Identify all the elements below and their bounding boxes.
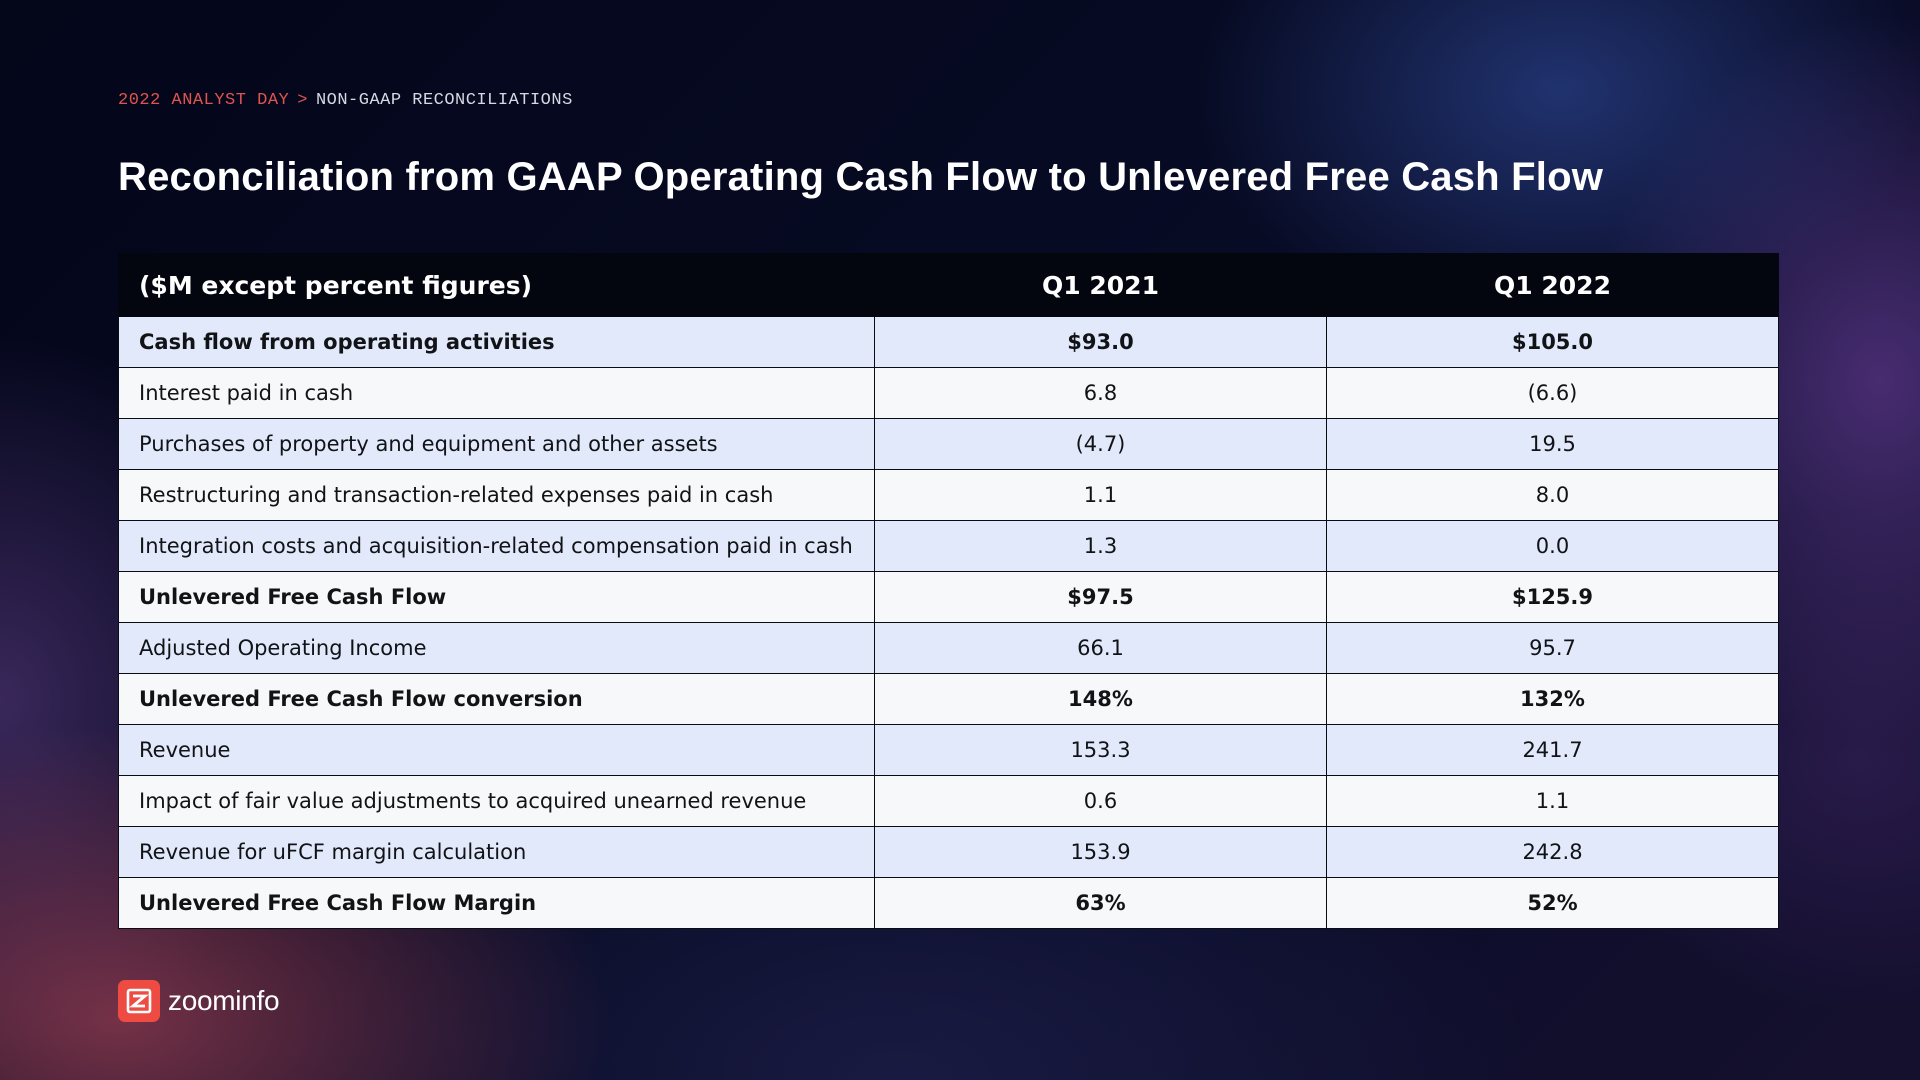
row-label: Cash flow from operating activities: [118, 316, 875, 368]
table-row: Impact of fair value adjustments to acqu…: [118, 775, 1779, 827]
row-label: Integration costs and acquisition-relate…: [118, 520, 875, 572]
row-label: Interest paid in cash: [118, 367, 875, 419]
row-value-q1-2022: 242.8: [1326, 826, 1779, 878]
table-row: Restructuring and transaction-related ex…: [118, 469, 1779, 521]
row-value-q1-2022: 52%: [1326, 877, 1779, 929]
reconciliation-table: ($M except percent figures) Q1 2021 Q1 2…: [118, 253, 1779, 929]
row-value-q1-2022: 132%: [1326, 673, 1779, 725]
table-row: Unlevered Free Cash Flow $97.5 $125.9: [118, 571, 1779, 623]
row-label: Revenue for uFCF margin calculation: [118, 826, 875, 878]
row-value-q1-2021: 1.3: [874, 520, 1327, 572]
logo-wordmark: zoominfo: [168, 985, 280, 1016]
table-header-row: ($M except percent figures) Q1 2021 Q1 2…: [118, 253, 1779, 317]
row-value-q1-2021: (4.7): [874, 418, 1327, 470]
row-label: Purchases of property and equipment and …: [118, 418, 875, 470]
row-value-q1-2021: 153.3: [874, 724, 1327, 776]
row-label: Revenue: [118, 724, 875, 776]
page-title: Reconciliation from GAAP Operating Cash …: [118, 155, 1604, 199]
row-value-q1-2021: 66.1: [874, 622, 1327, 674]
table-row: Revenue for uFCF margin calculation 153.9…: [118, 826, 1779, 878]
row-value-q1-2022: (6.6): [1326, 367, 1779, 419]
column-header-label: ($M except percent figures): [118, 253, 875, 317]
row-value-q1-2021: 153.9: [874, 826, 1327, 878]
column-header-q1-2021: Q1 2021: [874, 253, 1327, 317]
zoominfo-logo: zoominfo: [118, 980, 280, 1022]
row-value-q1-2022: 8.0: [1326, 469, 1779, 521]
row-value-q1-2021: 63%: [874, 877, 1327, 929]
row-value-q1-2021: 6.8: [874, 367, 1327, 419]
table-row: Unlevered Free Cash Flow conversion 148% 1…: [118, 673, 1779, 725]
table-row: Cash flow from operating activities $93.0…: [118, 316, 1779, 368]
row-value-q1-2021: 1.1: [874, 469, 1327, 521]
reconciliation-table-container: ($M except percent figures) Q1 2021 Q1 2…: [118, 253, 1779, 929]
table-row: Unlevered Free Cash Flow Margin 63% 52%: [118, 877, 1779, 929]
breadcrumb: 2022 ANALYST DAY > NON-GAAP RECONCILIATION…: [118, 91, 573, 110]
row-value-q1-2022: 0.0: [1326, 520, 1779, 572]
breadcrumb-separator: >: [297, 91, 308, 110]
row-value-q1-2022: 19.5: [1326, 418, 1779, 470]
column-header-q1-2022: Q1 2022: [1326, 253, 1779, 317]
breadcrumb-page: NON-GAAP RECONCILIATIONS: [315, 91, 573, 110]
table-body: Cash flow from operating activities $93.0…: [118, 316, 1779, 929]
row-value-q1-2021: 0.6: [874, 775, 1327, 827]
row-value-q1-2022: 241.7: [1326, 724, 1779, 776]
row-value-q1-2021: 148%: [874, 673, 1327, 725]
row-label: Adjusted Operating Income: [118, 622, 875, 674]
row-value-q1-2021: $93.0: [874, 316, 1327, 368]
row-value-q1-2021: $97.5: [874, 571, 1327, 623]
breadcrumb-section: 2022 ANALYST DAY: [118, 91, 290, 110]
row-value-q1-2022: $125.9: [1326, 571, 1779, 623]
table-row: Adjusted Operating Income 66.1 95.7: [118, 622, 1779, 674]
table-row: Revenue 153.3 241.7: [118, 724, 1779, 776]
row-value-q1-2022: 1.1: [1326, 775, 1779, 827]
row-label: Restructuring and transaction-related ex…: [118, 469, 875, 521]
row-value-q1-2022: 95.7: [1326, 622, 1779, 674]
row-label: Unlevered Free Cash Flow: [118, 571, 875, 623]
table-row: Integration costs and acquisition-relate…: [118, 520, 1779, 572]
row-label: Impact of fair value adjustments to acqu…: [118, 775, 875, 827]
zoominfo-z-logo-icon: [118, 980, 160, 1022]
table-row: Interest paid in cash 6.8 (6.6): [118, 367, 1779, 419]
table-row: Purchases of property and equipment and …: [118, 418, 1779, 470]
row-value-q1-2022: $105.0: [1326, 316, 1779, 368]
row-label: Unlevered Free Cash Flow Margin: [118, 877, 875, 929]
row-label: Unlevered Free Cash Flow conversion: [118, 673, 875, 725]
